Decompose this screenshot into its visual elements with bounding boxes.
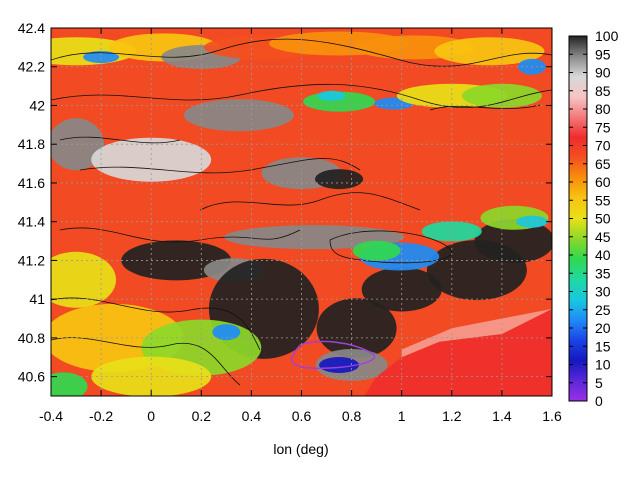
y-tick-label: 42.2 — [18, 59, 45, 75]
colorbar-tick-label: 25 — [595, 302, 611, 318]
colorbar-tick-label: 45 — [595, 229, 611, 245]
colorbar-tick-label: 20 — [595, 320, 611, 336]
x-tick-label: 1.4 — [492, 408, 512, 424]
colorbar-tick-label: 60 — [595, 174, 611, 190]
colorbar-tick-label: 70 — [595, 138, 611, 154]
y-tick-label: 41 — [29, 291, 45, 307]
x-axis: -0.4 -0.2 0 0.2 0.4 0.6 0.8 1 1.2 1.4 1.6 — [39, 28, 562, 424]
colorbar-tick-label: 95 — [595, 46, 611, 62]
y-tick-label: 41.4 — [18, 214, 45, 230]
colorbar-tick-label: 85 — [595, 83, 611, 99]
grid-lines — [51, 28, 552, 396]
x-tick-label: 0 — [147, 408, 155, 424]
colorbar-tick-label: 55 — [595, 192, 611, 208]
colorbar-tick-label: 15 — [595, 338, 611, 354]
y-tick-label: 40.6 — [18, 369, 45, 385]
y-axis: 40.6 40.8 41 41.2 41.4 41.6 41.8 42 42.2 42.4 — [18, 20, 552, 385]
colorbar-tick-label: 0 — [595, 393, 603, 409]
colorbar-tick-label: 100 — [595, 28, 619, 44]
x-tick-label: 1 — [398, 408, 406, 424]
x-axis-label: lon (deg) — [273, 441, 328, 457]
sea-region — [364, 308, 552, 396]
colorbar-tick-label: 5 — [595, 375, 603, 391]
y-tick-label: 42 — [29, 97, 45, 113]
x-tick-label: 0.4 — [242, 408, 262, 424]
colorbar-tick-label: 10 — [595, 357, 611, 373]
x-tick-label: 1.6 — [542, 408, 562, 424]
x-tick-label: -0.2 — [89, 408, 113, 424]
colorbar-tick-label: 40 — [595, 247, 611, 263]
contour-lines — [51, 38, 552, 386]
heatmap-field — [51, 28, 552, 396]
x-tick-label: 0.2 — [192, 408, 212, 424]
colorbar-tick-label: 80 — [595, 101, 611, 117]
colorbar-tick-label: 65 — [595, 156, 611, 172]
colorbar-tick-label: 35 — [595, 265, 611, 281]
y-tick-label: 41.2 — [18, 252, 45, 268]
colorbar: 0 5 10 15 20 25 30 35 40 45 50 55 60 65 70 75 80 85 90 95 10… — [568, 28, 619, 409]
x-tick-label: 1.2 — [442, 408, 462, 424]
colorbar-tick-label: 50 — [595, 211, 611, 227]
x-tick-label: 0.6 — [292, 408, 312, 424]
colorbar-tick-label: 75 — [595, 119, 611, 135]
y-tick-label: 41.8 — [18, 136, 45, 152]
x-tick-label: 0.8 — [342, 408, 362, 424]
colorbar-tick-label: 30 — [595, 284, 611, 300]
x-tick-label: -0.4 — [39, 408, 63, 424]
y-tick-label: 42.4 — [18, 20, 45, 36]
y-tick-label: 41.6 — [18, 175, 45, 191]
y-tick-label: 40.8 — [18, 330, 45, 346]
colorbar-tick-label: 90 — [595, 65, 611, 81]
